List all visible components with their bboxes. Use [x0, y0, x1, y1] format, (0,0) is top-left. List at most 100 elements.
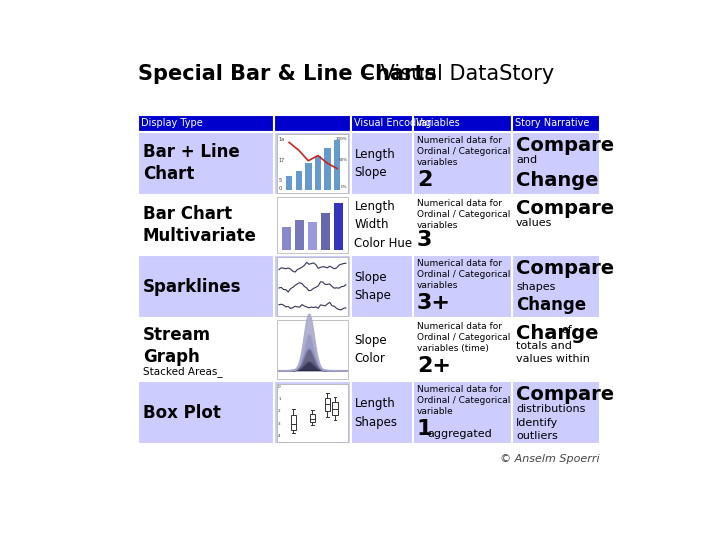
Bar [351, 195, 413, 255]
Text: Change: Change [516, 323, 598, 342]
Text: distributions
Identify
outliers: distributions Identify outliers [516, 404, 585, 441]
Bar [413, 115, 512, 132]
Bar [274, 381, 351, 444]
Text: Stream
Graph: Stream Graph [143, 326, 211, 366]
Text: and: and [516, 155, 537, 165]
Text: values: values [516, 218, 552, 228]
Text: Length
Shapes: Length Shapes [354, 397, 397, 429]
Text: Compare: Compare [516, 385, 614, 404]
Text: 17: 17 [278, 158, 284, 163]
Text: 100%: 100% [336, 137, 348, 141]
Text: Compare: Compare [516, 259, 614, 278]
Bar [321, 213, 330, 249]
Bar [138, 115, 274, 132]
Bar [512, 318, 600, 381]
Bar [291, 415, 296, 430]
Text: Visual Encoding: Visual Encoding [354, 118, 431, 129]
Text: Slope
Shape: Slope Shape [354, 271, 391, 302]
Bar [138, 195, 274, 255]
Text: 0: 0 [278, 186, 282, 191]
Bar [310, 414, 315, 422]
Bar [413, 132, 512, 195]
Text: 2+: 2+ [417, 356, 451, 376]
Text: 2: 2 [417, 170, 432, 190]
Bar [512, 115, 600, 132]
Text: Special Bar & Line Charts: Special Bar & Line Charts [138, 64, 437, 84]
Text: Numerical data for
Ordinal / Categorical
variables: Numerical data for Ordinal / Categorical… [417, 136, 510, 167]
Text: 1: 1 [278, 397, 281, 401]
Bar [276, 257, 348, 316]
Bar [138, 381, 274, 444]
Bar [274, 318, 351, 381]
Bar [286, 177, 292, 190]
Bar [324, 147, 330, 190]
Bar [334, 140, 341, 190]
Bar [295, 171, 302, 190]
Bar [138, 255, 274, 318]
Bar [334, 203, 343, 249]
Bar [351, 318, 413, 381]
Text: Bar + Line
Chart: Bar + Line Chart [143, 143, 240, 184]
Bar [138, 318, 274, 381]
Bar [274, 115, 351, 132]
Bar [413, 381, 512, 444]
Bar [351, 132, 413, 195]
Text: 3+: 3+ [417, 293, 451, 313]
Text: Display Type: Display Type [141, 118, 203, 129]
Bar [294, 220, 304, 249]
Text: 1a: 1a [278, 137, 284, 142]
Bar [282, 227, 291, 249]
Bar [305, 164, 312, 190]
Bar [512, 132, 600, 195]
Bar [276, 320, 348, 379]
Text: Bar Chart
Multivariate: Bar Chart Multivariate [143, 205, 256, 245]
Text: aggregated: aggregated [428, 429, 492, 439]
Bar [276, 383, 348, 442]
Text: Numerical data for
Ordinal / Categorical
variables: Numerical data for Ordinal / Categorical… [417, 199, 510, 230]
Bar [512, 195, 600, 255]
Bar [413, 255, 512, 318]
Text: 3: 3 [417, 230, 432, 249]
Bar [138, 132, 274, 195]
Text: 3: 3 [278, 422, 281, 426]
Text: Sparklines: Sparklines [143, 278, 241, 295]
Text: Compare: Compare [516, 136, 614, 154]
Text: Variables: Variables [416, 118, 461, 129]
Bar [307, 222, 317, 249]
Text: Story Narrative: Story Narrative [516, 118, 590, 129]
Text: Numerical data for
Ordinal / Categorical
variable: Numerical data for Ordinal / Categorical… [417, 385, 510, 416]
Bar [351, 381, 413, 444]
Text: Numerical data for
Ordinal / Categorical
variables: Numerical data for Ordinal / Categorical… [417, 259, 510, 290]
Text: Box Plot: Box Plot [143, 404, 220, 422]
Bar [274, 255, 351, 318]
Bar [274, 195, 351, 255]
Bar [325, 397, 330, 411]
Bar [276, 197, 348, 253]
Text: 4: 4 [278, 434, 281, 438]
Text: © Anselm Spoerri: © Anselm Spoerri [500, 454, 600, 464]
Text: Compare: Compare [516, 199, 614, 218]
Bar [413, 195, 512, 255]
Text: 0%: 0% [341, 185, 348, 189]
Bar [413, 318, 512, 381]
Text: 0: 0 [278, 384, 281, 389]
Text: 5: 5 [278, 178, 282, 184]
Bar [351, 115, 413, 132]
Bar [351, 255, 413, 318]
Text: Numerical data for
Ordinal / Categorical
variables (time): Numerical data for Ordinal / Categorical… [417, 322, 510, 353]
Bar [512, 381, 600, 444]
Text: 1: 1 [417, 419, 432, 439]
Text: Stacked Areas_: Stacked Areas_ [143, 366, 222, 377]
Text: – Visual DataStory: – Visual DataStory [357, 64, 554, 84]
Text: Change: Change [516, 295, 586, 314]
Text: Slope
Color: Slope Color [354, 334, 387, 366]
Bar [332, 402, 338, 415]
Bar [315, 156, 321, 190]
Bar [274, 132, 351, 195]
Text: Change: Change [516, 171, 598, 190]
Text: Length
Slope: Length Slope [354, 147, 395, 179]
Text: 50%: 50% [338, 158, 348, 163]
Bar [512, 255, 600, 318]
Bar [276, 134, 348, 193]
Text: shapes: shapes [516, 281, 555, 292]
